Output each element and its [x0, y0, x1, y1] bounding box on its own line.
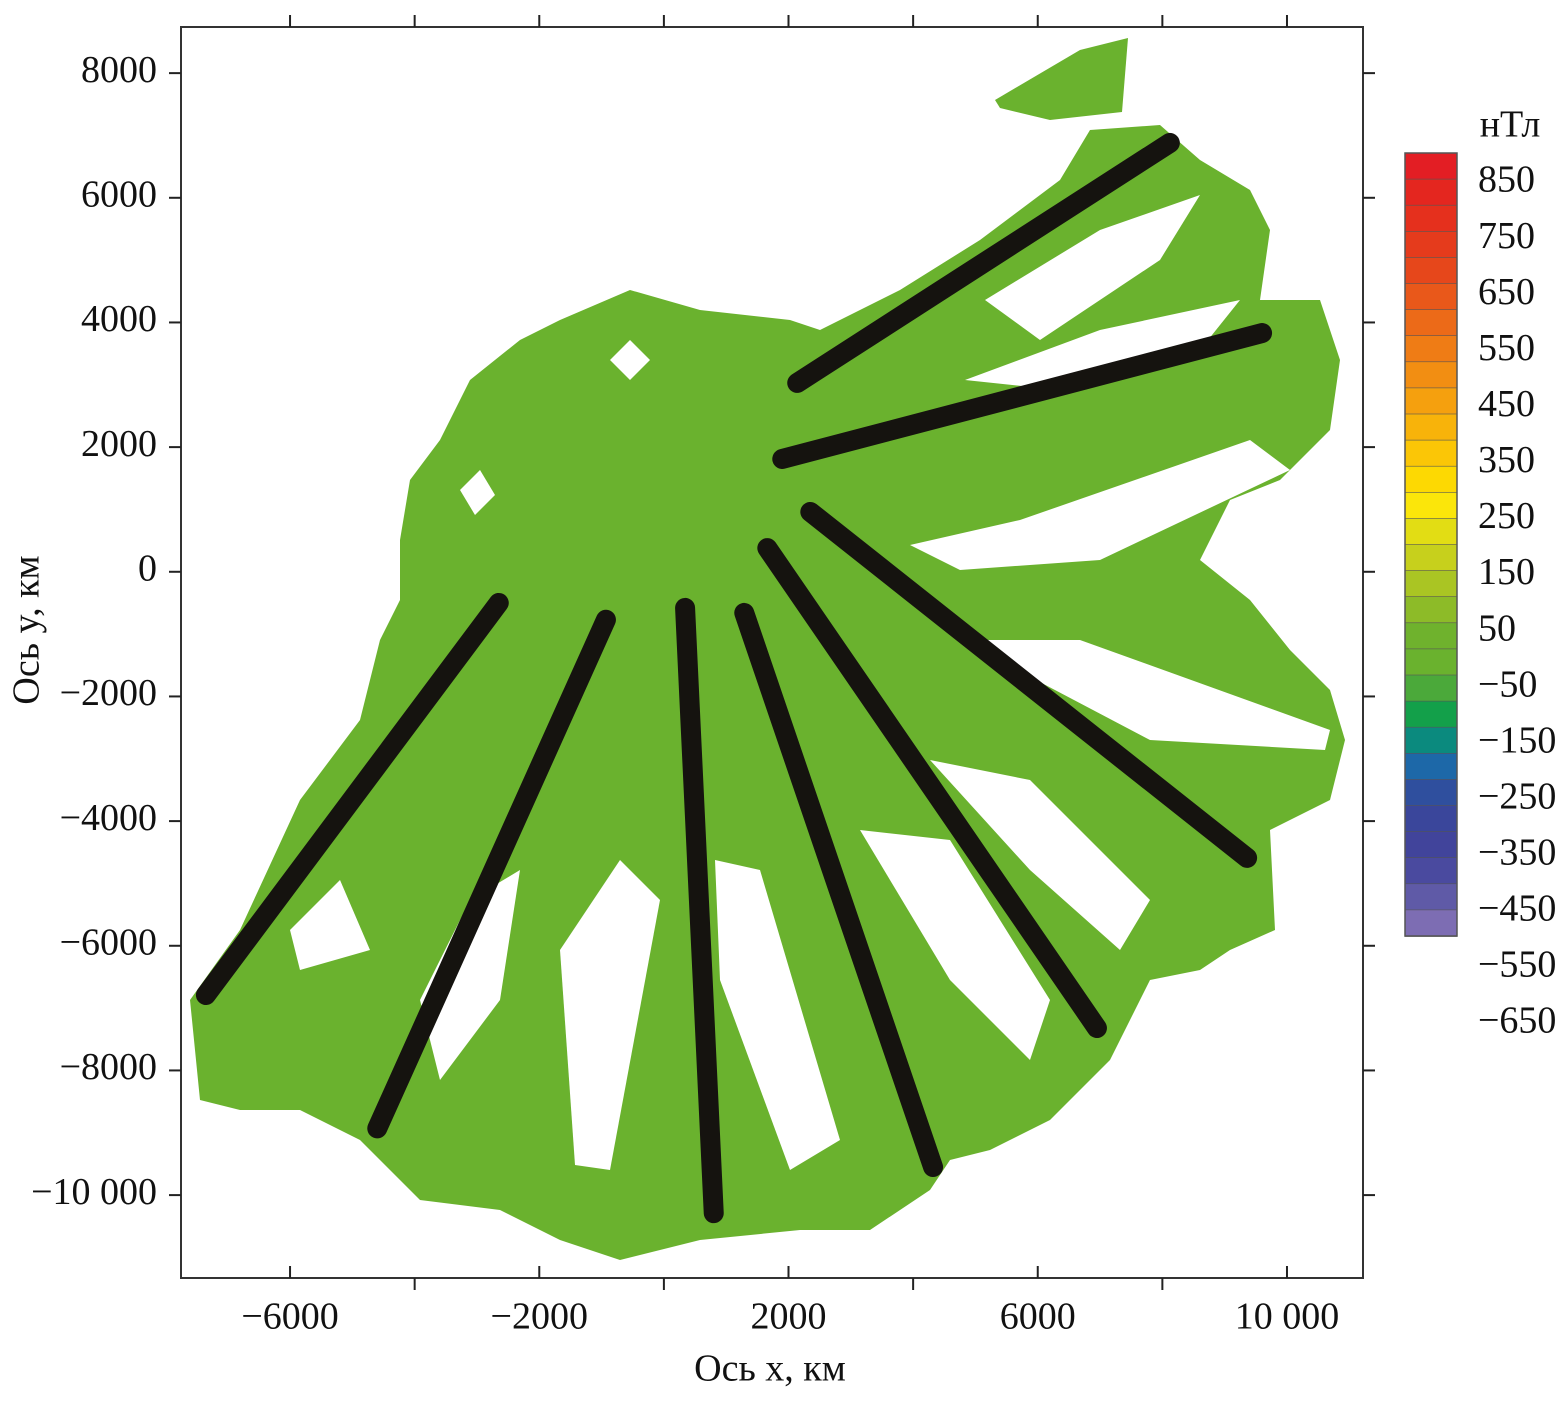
- gap: [715, 860, 840, 1170]
- profile-line: [734, 602, 944, 1178]
- x-tick-label: −6000: [241, 1296, 338, 1338]
- profile-line: [800, 501, 1258, 868]
- colorbar-band: [1404, 674, 1458, 702]
- y-tick-label: 6000: [81, 174, 157, 216]
- colorbar-band: [1404, 805, 1458, 833]
- colorbar-band: [1404, 857, 1458, 885]
- x-tick-label: 10 000: [1235, 1296, 1340, 1338]
- colorbar-title: нТл: [1480, 104, 1541, 146]
- profile-line: [367, 609, 616, 1139]
- gap: [460, 470, 495, 515]
- gap: [610, 340, 650, 380]
- colorbar-band: [1404, 439, 1458, 468]
- colorbar-tick-label: −50: [1478, 663, 1537, 705]
- profile-line: [787, 132, 1180, 393]
- colorbar-band: [1404, 596, 1458, 624]
- x-axis-label: Ось x, км: [694, 1348, 846, 1390]
- colorbar-band: [1404, 387, 1458, 415]
- y-tick-label: 2000: [81, 423, 157, 465]
- colorbar-band: [1404, 544, 1458, 572]
- colorbar-band: [1404, 491, 1458, 520]
- colorbar-band: [1404, 752, 1458, 781]
- colorbar-band: [1404, 622, 1458, 650]
- colorbar-tick-label: −150: [1478, 719, 1556, 761]
- colorbar-band: [1404, 152, 1458, 180]
- profile-line: [772, 323, 1273, 469]
- gap: [965, 300, 1240, 390]
- colorbar-band: [1404, 204, 1458, 233]
- colorbar-band: [1404, 465, 1458, 494]
- colorbar-tick-label: 750: [1478, 215, 1535, 257]
- colorbar-band: [1404, 231, 1458, 259]
- colorbar-band: [1404, 779, 1458, 807]
- y-tick-label: −10 000: [31, 1171, 157, 1213]
- profile-line: [757, 538, 1107, 1039]
- colorbar-band: [1404, 257, 1458, 285]
- colorbar-tick-label: −350: [1478, 832, 1556, 874]
- magnetic-field-area: [190, 38, 1345, 1260]
- colorbar-tick-label: −650: [1478, 1000, 1556, 1042]
- gap: [930, 760, 1150, 950]
- y-tick-label: −2000: [60, 672, 157, 714]
- gap: [910, 440, 1290, 570]
- colorbar-band: [1404, 883, 1458, 911]
- colorbar-band: [1404, 726, 1458, 755]
- colorbar-tick-label: 250: [1478, 495, 1535, 537]
- profile-line: [195, 592, 509, 1006]
- colorbar-tick-label: 850: [1478, 159, 1535, 201]
- colorbar-tick-label: 450: [1478, 383, 1535, 425]
- y-axis-label: Ось y, км: [6, 555, 48, 704]
- gap: [960, 640, 1330, 750]
- y-tick-label: −4000: [60, 797, 157, 839]
- colorbar-band: [1404, 570, 1458, 598]
- plot-frame: [180, 26, 1364, 1279]
- gap: [985, 195, 1200, 340]
- colorbar-band: [1404, 178, 1458, 207]
- profile-line: [675, 597, 724, 1224]
- colorbar-tick-label: −450: [1478, 888, 1556, 930]
- gap: [290, 880, 370, 970]
- colorbar-band: [1404, 283, 1458, 311]
- y-tick-label: 4000: [81, 298, 157, 340]
- colorbar-tick-label: −550: [1478, 944, 1556, 986]
- gap: [560, 860, 660, 1170]
- x-tick-label: 2000: [751, 1296, 827, 1338]
- colorbar-band: [1404, 700, 1458, 728]
- colorbar-tick-label: 350: [1478, 439, 1535, 481]
- x-tick-label: 6000: [1000, 1296, 1076, 1338]
- y-tick-label: 8000: [81, 49, 157, 91]
- colorbar-band: [1404, 335, 1458, 363]
- colorbar-tick-label: 50: [1478, 607, 1516, 649]
- gap: [860, 830, 1050, 1060]
- gaps: [290, 195, 1330, 1170]
- colorbar-tick-label: 550: [1478, 327, 1535, 369]
- colorbar-band: [1404, 309, 1458, 337]
- colorbar-frame: [1404, 152, 1458, 937]
- colorbar-band: [1404, 413, 1458, 441]
- colorbar-band: [1404, 518, 1458, 546]
- colorbar-band: [1404, 648, 1458, 676]
- y-tick-label: −6000: [60, 921, 157, 963]
- y-tick-label: −8000: [60, 1046, 157, 1088]
- field-region: [995, 38, 1128, 120]
- y-tick-label: 0: [138, 547, 157, 589]
- gap: [420, 870, 520, 1080]
- x-tick-label: −2000: [491, 1296, 588, 1338]
- colorbar-tick-label: 650: [1478, 271, 1535, 313]
- colorbar-band: [1404, 361, 1458, 389]
- colorbar-band: [1404, 831, 1458, 859]
- colorbar-band: [1404, 909, 1458, 937]
- colorbar-tick-label: 150: [1478, 551, 1535, 593]
- colorbar-tick-label: −250: [1478, 775, 1556, 817]
